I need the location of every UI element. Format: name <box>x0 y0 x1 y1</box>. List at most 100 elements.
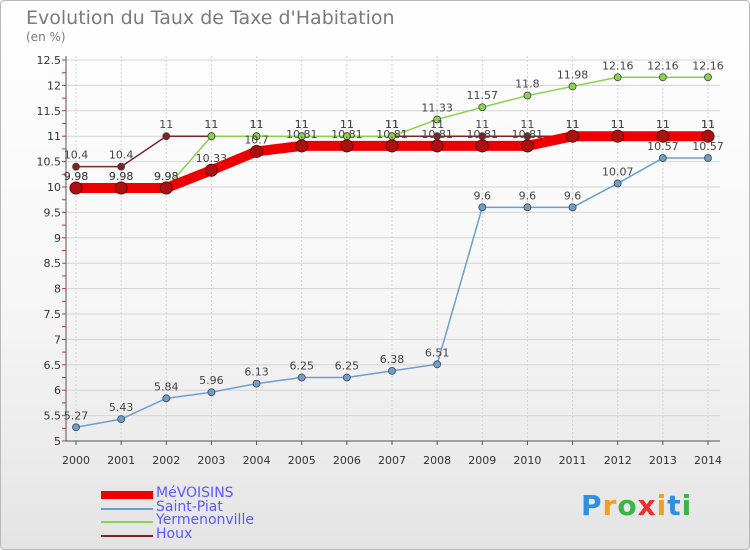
data-point <box>433 115 442 124</box>
data-label: 11 <box>520 118 534 131</box>
data-label: 11 <box>566 118 580 131</box>
legend-label: Houx <box>156 525 193 542</box>
data-label: 5.84 <box>154 380 179 393</box>
data-point <box>430 139 444 153</box>
data-label: 11 <box>385 118 399 131</box>
legend-swatch <box>101 491 153 499</box>
data-label: 12.16 <box>647 59 679 72</box>
x-tick-label: 2010 <box>513 454 541 467</box>
data-label: 9.6 <box>519 189 537 202</box>
unit-label: (en %) <box>26 30 66 44</box>
y-tick-label: 11.5 <box>37 105 62 118</box>
logo-letter: x <box>637 489 657 522</box>
data-label: 9.98 <box>154 170 179 183</box>
y-tick-label: 11 <box>47 130 61 143</box>
x-tick-label: 2000 <box>62 454 90 467</box>
data-label: 10.4 <box>109 149 134 162</box>
data-label: 5.96 <box>199 374 224 387</box>
logo-letter: i <box>656 489 668 522</box>
data-label: 10.33 <box>196 152 228 165</box>
data-label: 11 <box>566 118 580 131</box>
x-tick-label: 2012 <box>604 454 632 467</box>
data-label: 6.51 <box>425 346 450 359</box>
data-point <box>204 163 218 177</box>
data-label: 10.81 <box>376 128 408 141</box>
data-point <box>704 154 712 162</box>
y-tick-label: 7 <box>54 333 61 346</box>
data-label: 11 <box>340 118 354 131</box>
data-point <box>114 181 128 195</box>
data-point <box>613 73 622 82</box>
data-point <box>295 139 309 153</box>
data-point <box>523 91 532 100</box>
x-tick-label: 2002 <box>152 454 180 467</box>
chart-title: Evolution du Taux de Taxe d'Habitation <box>26 7 395 29</box>
data-label: 11 <box>295 118 309 131</box>
data-point <box>475 139 489 153</box>
y-tick-label: 10.5 <box>37 156 62 169</box>
logo-letter: o <box>617 489 638 522</box>
data-label: 6.13 <box>244 366 269 379</box>
data-label: 10.81 <box>331 128 363 141</box>
data-label: 9.98 <box>64 170 89 183</box>
data-label: 11 <box>611 118 625 131</box>
y-tick-label: 8.5 <box>44 257 62 270</box>
legend-label: MéVOISINS <box>156 485 234 501</box>
data-label: 11.8 <box>515 78 540 91</box>
x-tick-label: 2007 <box>378 454 406 467</box>
data-point <box>568 82 577 91</box>
y-tick-label: 9 <box>54 232 61 245</box>
data-label: 9.98 <box>109 170 134 183</box>
y-tick-label: 12.5 <box>37 54 62 67</box>
data-label: 9.98 <box>64 170 89 183</box>
legend-swatch <box>101 534 153 537</box>
data-label: 12.16 <box>692 59 724 72</box>
data-point <box>162 132 171 141</box>
data-point <box>704 73 712 82</box>
data-label: 11.33 <box>421 101 453 114</box>
y-tick-label: 10 <box>47 181 61 194</box>
data-label: 11 <box>250 118 264 131</box>
data-point <box>162 394 171 403</box>
legend-swatch <box>101 507 153 510</box>
y-tick-label: 5.5 <box>44 410 62 423</box>
data-label: 11 <box>475 118 489 131</box>
data-label: 9.6 <box>564 189 582 202</box>
data-point <box>159 181 173 195</box>
data-point <box>207 132 216 141</box>
data-label: 11 <box>385 118 399 131</box>
data-point <box>117 415 126 424</box>
data-label: 6.25 <box>289 360 314 373</box>
data-label: 11 <box>656 118 670 131</box>
data-label: 11.98 <box>557 68 589 81</box>
data-label: 9.98 <box>109 170 134 183</box>
data-point <box>207 388 216 397</box>
data-point <box>340 139 354 153</box>
data-label: 11 <box>656 118 670 131</box>
y-tick-label: 7.5 <box>44 308 62 321</box>
data-label: 10.4 <box>64 149 89 162</box>
data-label: 11 <box>430 118 444 131</box>
data-label: 11 <box>250 118 264 131</box>
data-point <box>478 203 487 212</box>
data-label: 10.7 <box>244 133 269 146</box>
data-label: 11 <box>159 118 173 131</box>
data-point <box>385 139 399 153</box>
y-tick-label: 8 <box>54 283 61 296</box>
logo-letter: r <box>602 489 618 522</box>
data-point <box>388 366 396 375</box>
data-label: 10.57 <box>692 140 724 153</box>
y-tick-label: 12 <box>47 79 61 92</box>
data-label: 10.81 <box>286 128 318 141</box>
data-label: 11.57 <box>467 89 499 102</box>
data-label: 11 <box>701 118 715 131</box>
x-tick-label: 2006 <box>333 454 361 467</box>
logo-letter: t <box>667 489 682 522</box>
legend-label: Saint-Piat <box>156 498 223 515</box>
data-label: 10.07 <box>602 165 634 178</box>
x-tick-label: 2008 <box>423 454 451 467</box>
data-label: 11 <box>611 118 625 131</box>
data-label: 10.57 <box>647 140 679 153</box>
